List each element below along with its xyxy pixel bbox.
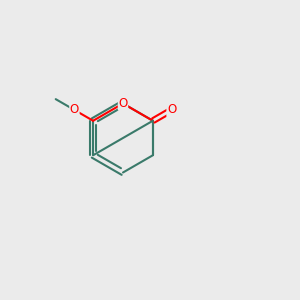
Text: O: O bbox=[118, 97, 127, 110]
Text: O: O bbox=[70, 103, 79, 116]
Text: O: O bbox=[167, 103, 176, 116]
